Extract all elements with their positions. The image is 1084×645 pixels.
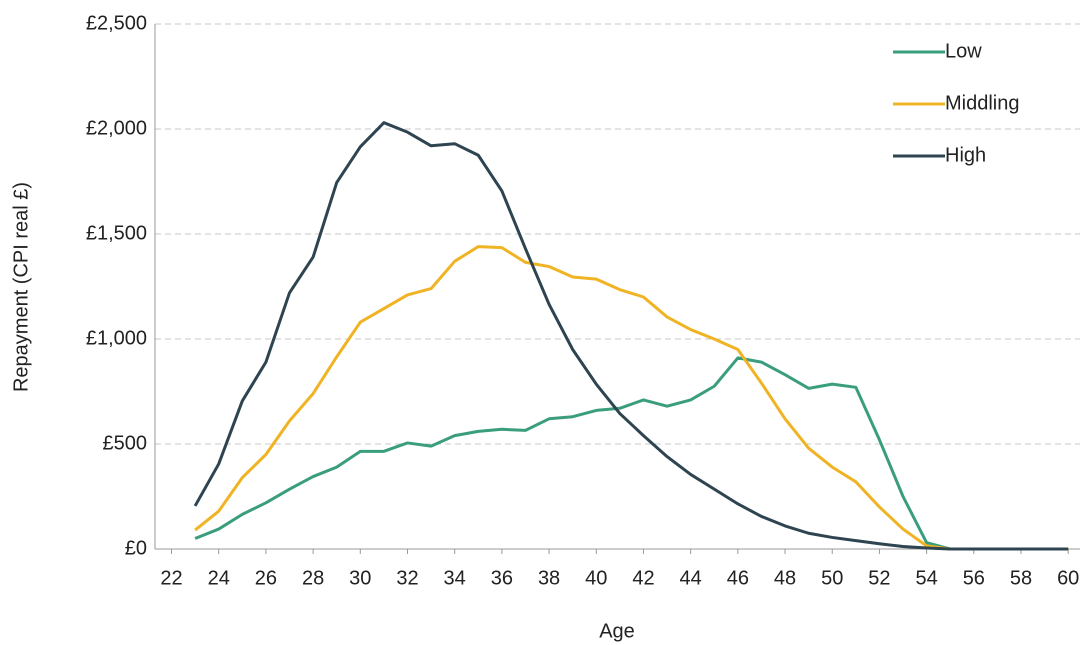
y-tick-label: £2,500: [86, 12, 147, 34]
y-tick-label: £1,500: [86, 222, 147, 244]
legend-label: High: [945, 144, 986, 166]
y-tick-label: £1,000: [86, 327, 147, 349]
y-axis-label: Repayment (CPI real £): [10, 182, 32, 392]
x-tick-label: 26: [255, 567, 277, 589]
x-tick-label: 46: [727, 567, 749, 589]
x-tick-label: 44: [680, 567, 702, 589]
series-line: [193, 121, 1069, 551]
x-tick-label: 22: [160, 567, 182, 589]
x-axis-label: Age: [599, 620, 635, 642]
x-tick-label: 32: [396, 567, 418, 589]
y-tick-label: £2,000: [86, 117, 147, 139]
x-tick-label: 40: [585, 567, 607, 589]
x-tick-label: 48: [774, 567, 796, 589]
legend-label: Middling: [945, 92, 1019, 114]
x-tick-label: 30: [349, 567, 371, 589]
x-tick-label: 34: [444, 567, 466, 589]
legend-label: Low: [945, 40, 982, 62]
x-tick-label: 58: [1010, 567, 1032, 589]
x-tick-label: 56: [963, 567, 985, 589]
x-tick-label: 36: [491, 567, 513, 589]
x-tick-label: 60: [1057, 567, 1079, 589]
x-tick-label: 38: [538, 567, 560, 589]
x-tick-label: 54: [915, 567, 937, 589]
series-line: [194, 356, 1069, 551]
x-tick-label: 52: [868, 567, 890, 589]
series-line: [194, 245, 1069, 551]
x-tick-label: 28: [302, 567, 324, 589]
y-tick-label: £500: [103, 432, 148, 454]
x-tick-label: 50: [821, 567, 843, 589]
x-tick-label: 42: [632, 567, 654, 589]
x-tick-label: 24: [208, 567, 230, 589]
y-tick-label: £0: [125, 537, 147, 559]
